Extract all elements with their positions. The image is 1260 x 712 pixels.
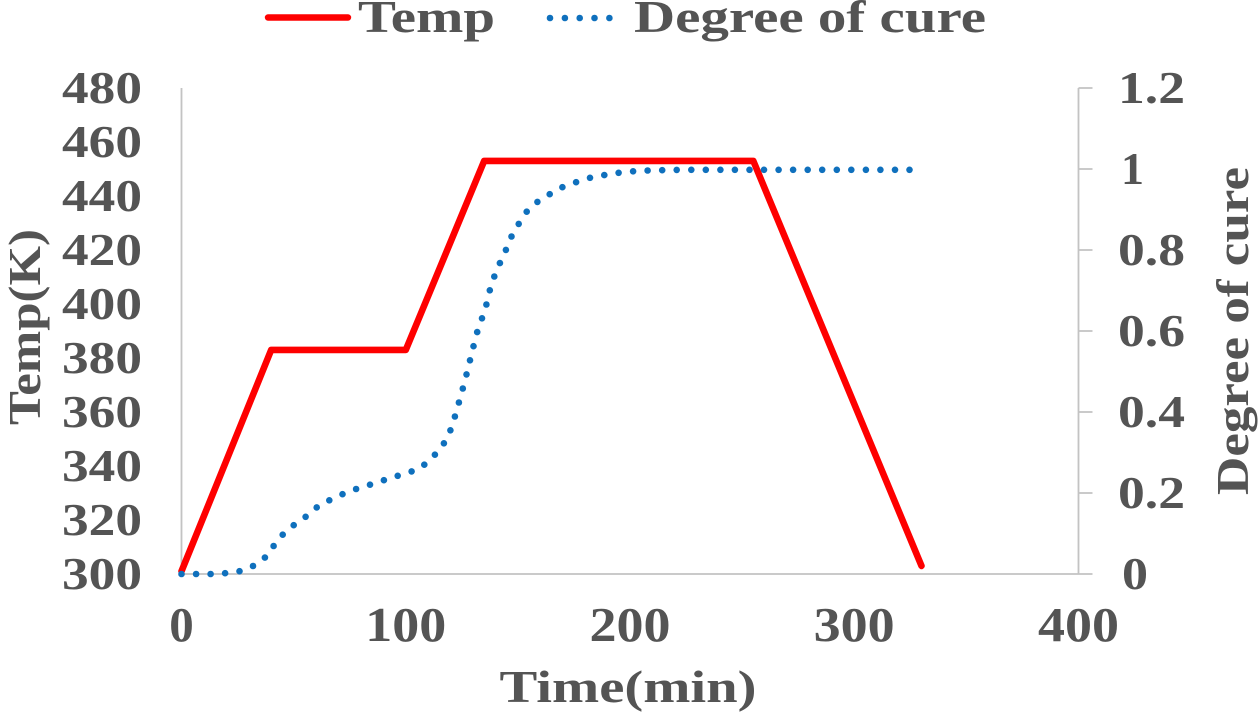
svg-text:0.6: 0.6 (1118, 305, 1185, 356)
svg-text:200: 200 (590, 597, 671, 652)
svg-text:300: 300 (814, 597, 895, 652)
svg-text:Degree of cure: Degree of cure (1207, 167, 1258, 495)
svg-text:0.2: 0.2 (1118, 467, 1185, 518)
svg-text:340: 340 (62, 440, 142, 491)
svg-text:Time(min): Time(min) (500, 661, 757, 712)
svg-text:320: 320 (62, 494, 142, 545)
svg-text:0: 0 (1122, 548, 1148, 599)
svg-text:440: 440 (62, 170, 142, 221)
svg-text:400: 400 (1038, 597, 1119, 652)
svg-text:100: 100 (365, 597, 446, 652)
svg-text:0.8: 0.8 (1118, 224, 1185, 275)
svg-text:Temp: Temp (358, 0, 495, 42)
svg-text:300: 300 (62, 548, 142, 599)
svg-text:1: 1 (1121, 143, 1144, 194)
svg-text:480: 480 (62, 62, 142, 113)
svg-text:460: 460 (62, 116, 142, 167)
svg-text:Degree of cure: Degree of cure (634, 0, 986, 42)
svg-text:360: 360 (62, 386, 142, 437)
svg-text:1.2: 1.2 (1118, 62, 1185, 113)
svg-text:0.4: 0.4 (1118, 386, 1185, 437)
svg-text:380: 380 (62, 332, 142, 383)
svg-text:400: 400 (62, 278, 142, 329)
svg-text:0: 0 (169, 597, 194, 652)
svg-text:Temp(K): Temp(K) (0, 229, 50, 425)
svg-text:420: 420 (62, 224, 142, 275)
